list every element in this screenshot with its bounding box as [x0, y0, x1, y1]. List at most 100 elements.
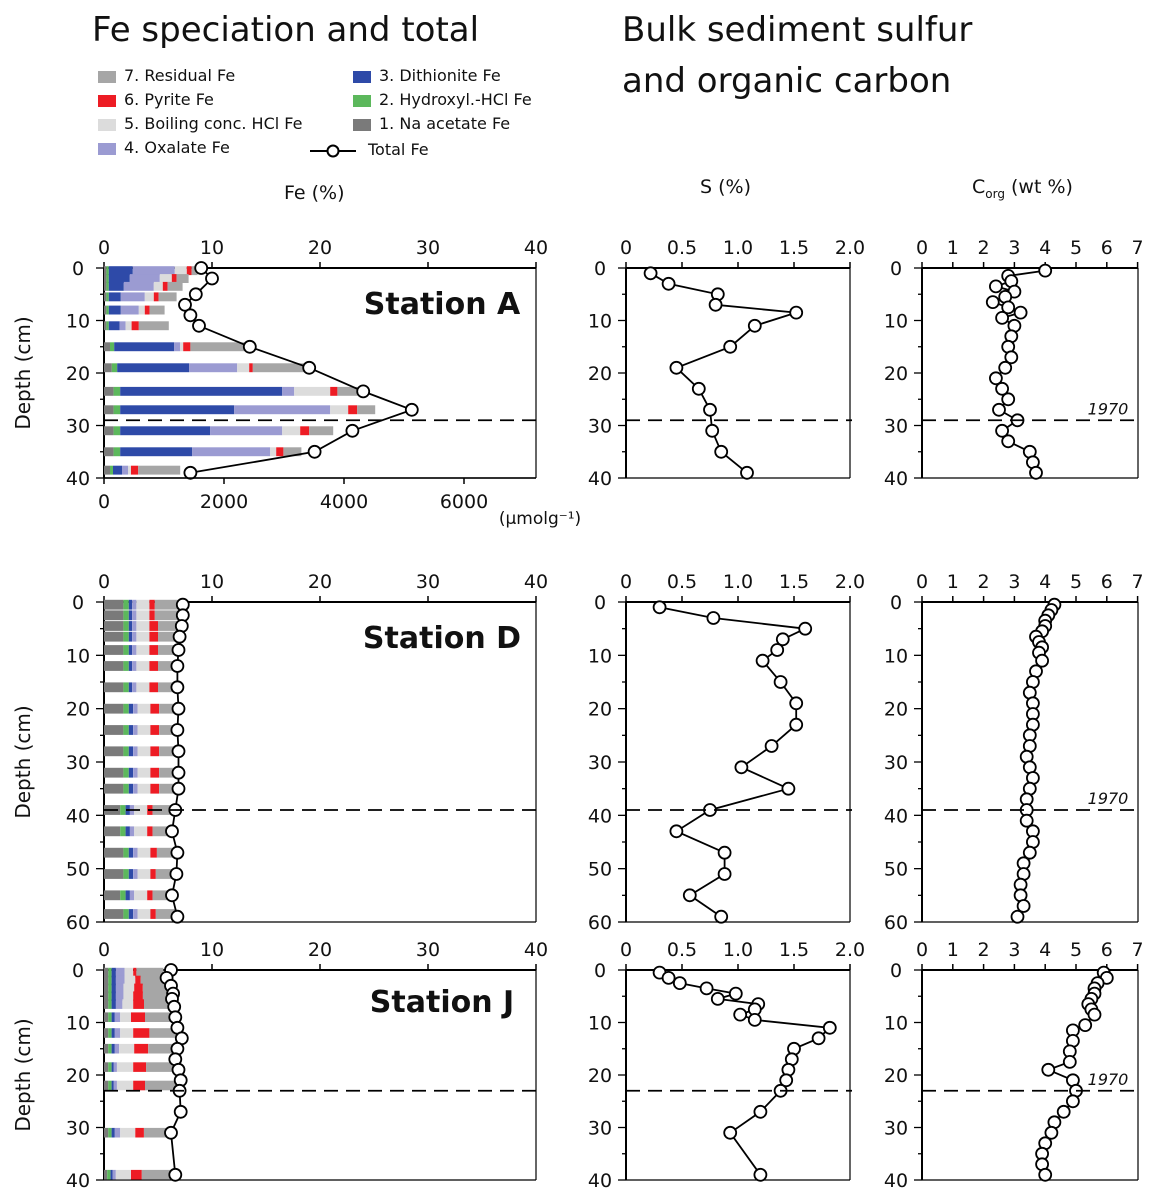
- bar-segment: [210, 426, 283, 436]
- y-tick-label: 50: [588, 859, 612, 881]
- legend-item-pyrite: 6. Pyrite Fe: [98, 90, 214, 110]
- bar-segment: [159, 746, 181, 757]
- total-fe-point: [178, 297, 192, 312]
- bar-segment: [133, 869, 138, 879]
- bar-segment: [123, 783, 129, 794]
- bar-segment: [159, 783, 181, 794]
- y-tick-label: 40: [884, 805, 908, 827]
- sulfur-line: [659, 606, 809, 918]
- bar-segment: [133, 1062, 147, 1072]
- sulfur-point: [723, 339, 738, 354]
- sulfur-line: [659, 971, 832, 1176]
- corg-point: [1004, 350, 1019, 365]
- bar-segment: [132, 266, 175, 276]
- bar-segment: [134, 983, 143, 994]
- bar-segment: [123, 610, 129, 621]
- legend-label: 6. Pyrite Fe: [124, 90, 214, 109]
- bar-segment: [159, 274, 172, 283]
- fe-panel-station-d: 0 10 20 30 40 0 10 20 30 40 50 60 Depth (cm) Station …: [11, 571, 548, 934]
- sulfur-point: [714, 444, 729, 459]
- bar-segment: [237, 363, 250, 373]
- sulfur-point: [717, 845, 732, 860]
- legend-swatch: [98, 70, 116, 83]
- bar-segment: [122, 465, 128, 475]
- bar-segment: [104, 465, 110, 475]
- bar-segment: [104, 645, 124, 655]
- sulfur-carbon-title-line2: and organic carbon: [622, 61, 952, 101]
- bar-segment: [120, 447, 193, 457]
- bar-segment: [174, 342, 181, 352]
- x-tick-label: 5: [1070, 571, 1082, 593]
- bar-segment: [138, 321, 169, 331]
- legend-label: 7. Residual Fe: [124, 66, 236, 85]
- bar-segment: [330, 405, 349, 415]
- sulfur-point: [706, 611, 721, 625]
- bar-segment: [125, 890, 130, 901]
- total-fe-point: [170, 845, 185, 860]
- bar-segment: [104, 661, 124, 671]
- total-fe-point: [170, 723, 185, 737]
- corg-point: [1016, 899, 1031, 913]
- bar-segment: [128, 599, 132, 610]
- y-tick-label: 20: [884, 1065, 908, 1087]
- bar-segment: [125, 321, 132, 331]
- bar-segment: [111, 1028, 115, 1038]
- sulfur-point: [669, 360, 684, 375]
- fe-panel-station-a: 0 10 20 30 40 0 10 20 30 40 Depth (cm) Station A 0 20…: [11, 237, 581, 529]
- bar-segment: [133, 991, 143, 1001]
- bar-segment: [155, 869, 177, 879]
- bar-segment: [111, 983, 116, 994]
- bar-segment: [113, 1080, 117, 1091]
- legend-label: 4. Oxalate Fe: [124, 138, 230, 157]
- bar-segment: [104, 1062, 109, 1072]
- bar-segment: [104, 292, 107, 302]
- bar-segment: [117, 1062, 134, 1072]
- sulfur-point: [747, 1013, 762, 1027]
- bar-segment: [158, 661, 180, 671]
- total-fe-point: [172, 629, 187, 644]
- s-axis-header: S (%): [700, 176, 751, 198]
- total-fe-point: [164, 1125, 178, 1140]
- y-tick-label: 10: [884, 1013, 908, 1035]
- legend-item-residual: 7. Residual Fe: [98, 66, 235, 86]
- x-tick-label: 2.0: [835, 571, 865, 593]
- bar-segment: [137, 869, 151, 879]
- legend-item-total-fe: Total Fe: [310, 140, 429, 160]
- bar-segment: [108, 274, 130, 283]
- bar-segment: [148, 1043, 178, 1054]
- sulfur-point: [652, 600, 667, 615]
- year-1970-annotation: 1970: [1088, 399, 1129, 418]
- corg-point: [992, 402, 1006, 417]
- bar-segment: [129, 274, 160, 283]
- bar-segment: [136, 621, 150, 631]
- total-fe-point: [242, 339, 257, 354]
- bar-segment: [104, 1127, 109, 1138]
- bar-segment: [149, 621, 158, 631]
- bar-segment: [104, 869, 124, 879]
- total-fe-point: [169, 867, 184, 881]
- x-tick-label: 2: [978, 237, 990, 259]
- bar-segment: [283, 447, 302, 457]
- depth-axis-label: Depth (cm): [11, 316, 35, 429]
- sulfur-point: [775, 632, 790, 647]
- bar-segment: [111, 1012, 115, 1022]
- x-tick-label: 4: [1039, 571, 1051, 593]
- bar-segment: [123, 746, 129, 757]
- x-tick-label: 20: [308, 939, 332, 961]
- bar-segment: [153, 281, 163, 291]
- bar-segment: [146, 1062, 177, 1072]
- sulfur-point: [708, 297, 723, 312]
- y-tick-label: 0: [72, 960, 84, 982]
- bar-segment: [106, 305, 109, 315]
- x-tick-label: 1.0: [723, 939, 753, 961]
- bar-segment: [135, 1127, 144, 1138]
- corg-point: [1013, 305, 1028, 320]
- y-tick-label: 60: [884, 912, 908, 934]
- bar-segment: [108, 292, 121, 302]
- bar-segment: [114, 1127, 121, 1138]
- bar-segment: [111, 1080, 114, 1091]
- sulfur-point: [682, 888, 697, 903]
- bar-segment: [115, 999, 123, 1009]
- bar-segment: [108, 321, 120, 331]
- y-tick-label: 10: [66, 645, 90, 667]
